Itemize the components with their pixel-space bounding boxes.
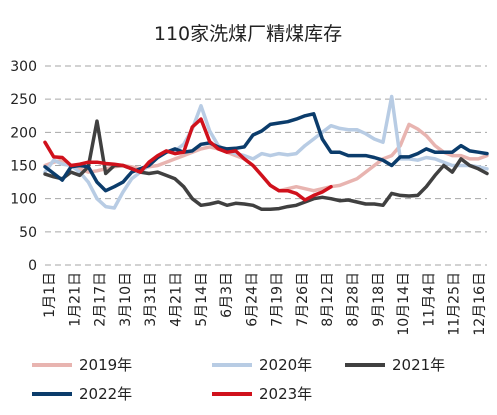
y-tick-label: 250 — [10, 92, 37, 108]
y-tick-label: 300 — [10, 59, 37, 75]
x-tick-label: 6月3日 — [219, 272, 235, 318]
x-tick-label: 8月28日 — [346, 272, 362, 327]
x-tick-label: 3月10日 — [118, 272, 134, 327]
x-tick-label: 10月14日 — [396, 272, 412, 336]
legend-label: 2021年 — [392, 356, 445, 374]
y-tick-label: 150 — [10, 159, 37, 175]
series-line-1 — [43, 94, 489, 210]
x-tick-label: 5月14日 — [194, 272, 210, 327]
x-tick-label: 4月21日 — [168, 272, 184, 327]
legend: 2019年 2020年 2021年 2022年 2023年 — [32, 356, 445, 403]
series-line-3 — [43, 112, 489, 193]
x-tick-label: 8月12日 — [320, 272, 336, 327]
y-tick-label: 200 — [10, 125, 37, 141]
y-tick-label: 50 — [19, 225, 37, 241]
chart-title: 110家洗煤厂精煤库存 — [154, 23, 342, 45]
x-tick-label: 7月19日 — [270, 272, 286, 327]
x-tick-label: 7月26日 — [295, 272, 311, 327]
legend-label: 2022年 — [79, 385, 132, 403]
x-tick-label: 3月31日 — [143, 272, 159, 327]
x-tick-label: 11月25日 — [447, 272, 463, 336]
x-tick-label: 1月1日 — [42, 272, 58, 318]
plot-area — [43, 94, 489, 212]
x-tick-label: 12月16日 — [472, 272, 488, 336]
y-tick-label: 0 — [28, 258, 37, 274]
x-axis: 1月1日 1月21日 2月17日 3月10日 3月31日 4月21日 5月14日 6月3日 6月… — [42, 272, 488, 336]
y-tick-label: 100 — [10, 192, 37, 208]
series-line-4 — [43, 117, 333, 202]
x-tick-label: 1月21日 — [67, 272, 83, 327]
legend-label: 2019年 — [79, 356, 132, 374]
x-tick-label: 9月18日 — [371, 272, 387, 327]
x-tick-label: 2月17日 — [93, 272, 109, 327]
legend-label: 2020年 — [259, 356, 312, 374]
y-axis: 0 50 100 150 200 250 300 — [10, 59, 37, 274]
x-tick-label: 11月4日 — [421, 272, 437, 327]
x-tick-label: 6月24日 — [244, 272, 260, 327]
legend-label: 2023年 — [259, 385, 312, 403]
